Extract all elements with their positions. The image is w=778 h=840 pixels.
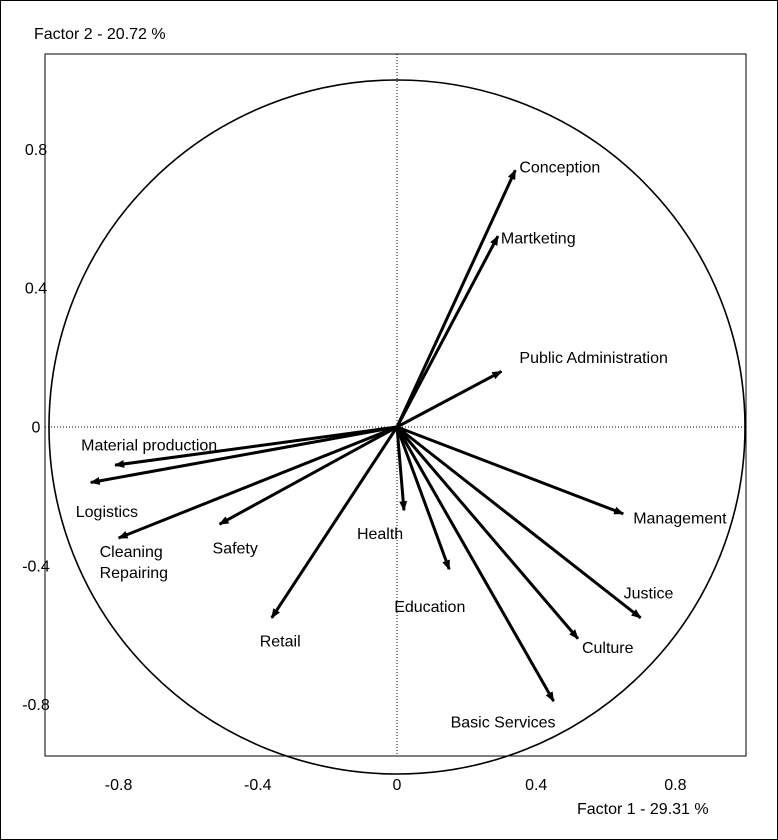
y-tick-label: 0 [32,420,41,437]
vector-label-education: Education [394,599,465,616]
y-tick-label: 0.4 [25,281,47,298]
vector-safety [218,425,398,526]
vector-label-safety: Safety [213,541,258,558]
vector-label-management: Management [633,510,727,527]
vector-logistics [89,425,398,485]
x-tick-label: -0.4 [244,777,272,794]
vector-label-cleaning-repairing: Cleaning Repairing [100,544,168,582]
y-tick-label: -0.4 [22,558,50,575]
x-tick-label: 0.4 [525,777,547,794]
vector-education [395,426,451,571]
vector-label-logistics: Logistics [76,504,138,521]
vector-retail [270,426,399,619]
vector-conception [395,169,517,428]
vector-martketing [395,235,500,428]
vector-public-administration [396,370,503,429]
vector-culture [395,426,580,640]
vector-basic-services [395,426,555,702]
x-axis-title: Factor 1 - 29.31 % [577,801,709,818]
vector-material-production [114,425,398,468]
vector-label-basic-services: Basic Services [451,715,556,732]
vector-health [395,426,408,512]
x-tick-label: 0 [393,777,402,794]
x-tick-label: -0.8 [105,777,133,794]
vector-label-health: Health [357,526,403,543]
vector-label-material-production: Material production [81,438,217,455]
vector-label-culture: Culture [582,640,634,657]
vector-label-justice: Justice [624,585,674,602]
vector-cleaning-repairing [117,425,398,540]
vector-label-retail: Retail [260,633,301,650]
vector-label-public-administration: Public Administration [519,350,668,367]
unit-circle [48,79,746,775]
vector-label-conception: Conception [519,160,600,177]
y-tick-label: -0.8 [22,697,50,714]
vector-label-martketing: Martketing [501,231,576,248]
vector-management [396,425,625,516]
vector-justice [396,425,642,620]
y-tick-label: 0.8 [25,142,47,159]
y-axis-title: Factor 2 - 20.72 % [34,26,166,43]
plot-area [44,53,747,757]
x-tick-label: 0.8 [664,777,686,794]
